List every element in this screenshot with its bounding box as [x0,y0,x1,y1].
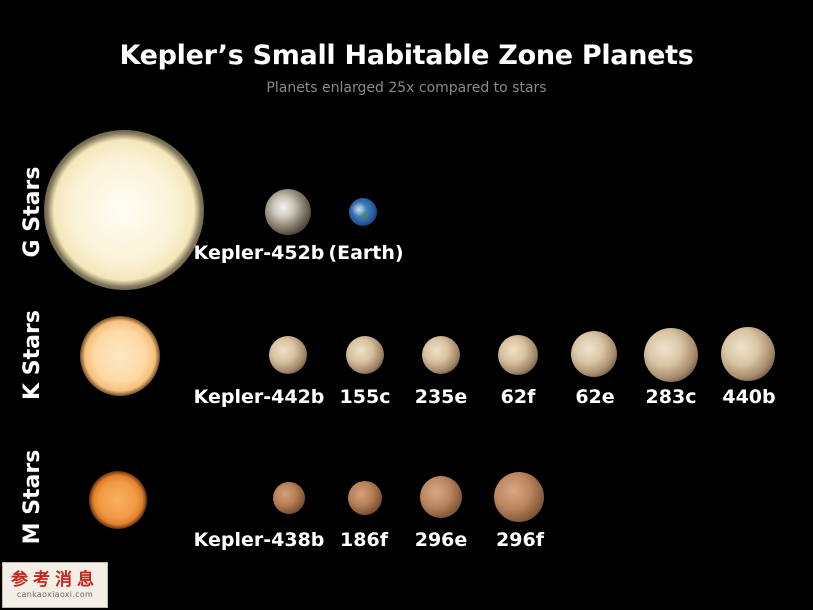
planet-label-kepler-442b: Kepler-442b [193,386,325,408]
planet-kepler-438b [273,482,305,514]
planet-label-296e: 296e [414,529,468,551]
planet-kepler-452b [265,189,311,235]
k-star [80,316,160,396]
planet-label-186f: 186f [340,529,388,551]
planet-296f [494,472,544,522]
planet-label-235e: 235e [414,386,468,408]
planet-label-kepler-452b: Kepler-452b [193,242,325,264]
planet-label-296f: 296f [496,529,544,551]
diagram-subtitle: Planets enlarged 25x compared to stars [266,80,547,96]
diagram-title: Kepler’s Small Habitable Zone Planets [119,40,694,71]
planet-label-62e: 62e [575,386,615,408]
planet-186f [348,481,382,515]
planet-kepler-442b [269,336,307,374]
watermark-text: 参考消息 [11,570,99,590]
planet-440b [721,327,775,381]
planet-296e [420,476,462,518]
planet-label-155c: 155c [339,386,391,408]
planet-155c [346,336,384,374]
planet-62f [498,335,538,375]
planet-earth [349,198,377,226]
m-star [89,471,147,529]
row-label-m-stars: M Stars [20,449,45,545]
watermark-logo: 参考消息 cankaoxiaoxi.com [2,562,108,608]
planet-label-283c: 283c [645,386,697,408]
planet-label-earth: (Earth) [328,242,404,264]
planet-label-440b: 440b [722,386,776,408]
planet-235e [422,336,460,374]
planet-283c [644,328,698,382]
planet-label-62f: 62f [500,386,536,408]
g-star [44,130,204,290]
planet-62e [571,331,617,377]
row-label-k-stars: K Stars [20,310,45,400]
watermark-url: cankaoxiaoxi.com [16,590,94,599]
planet-label-kepler-438b: Kepler-438b [193,529,325,551]
